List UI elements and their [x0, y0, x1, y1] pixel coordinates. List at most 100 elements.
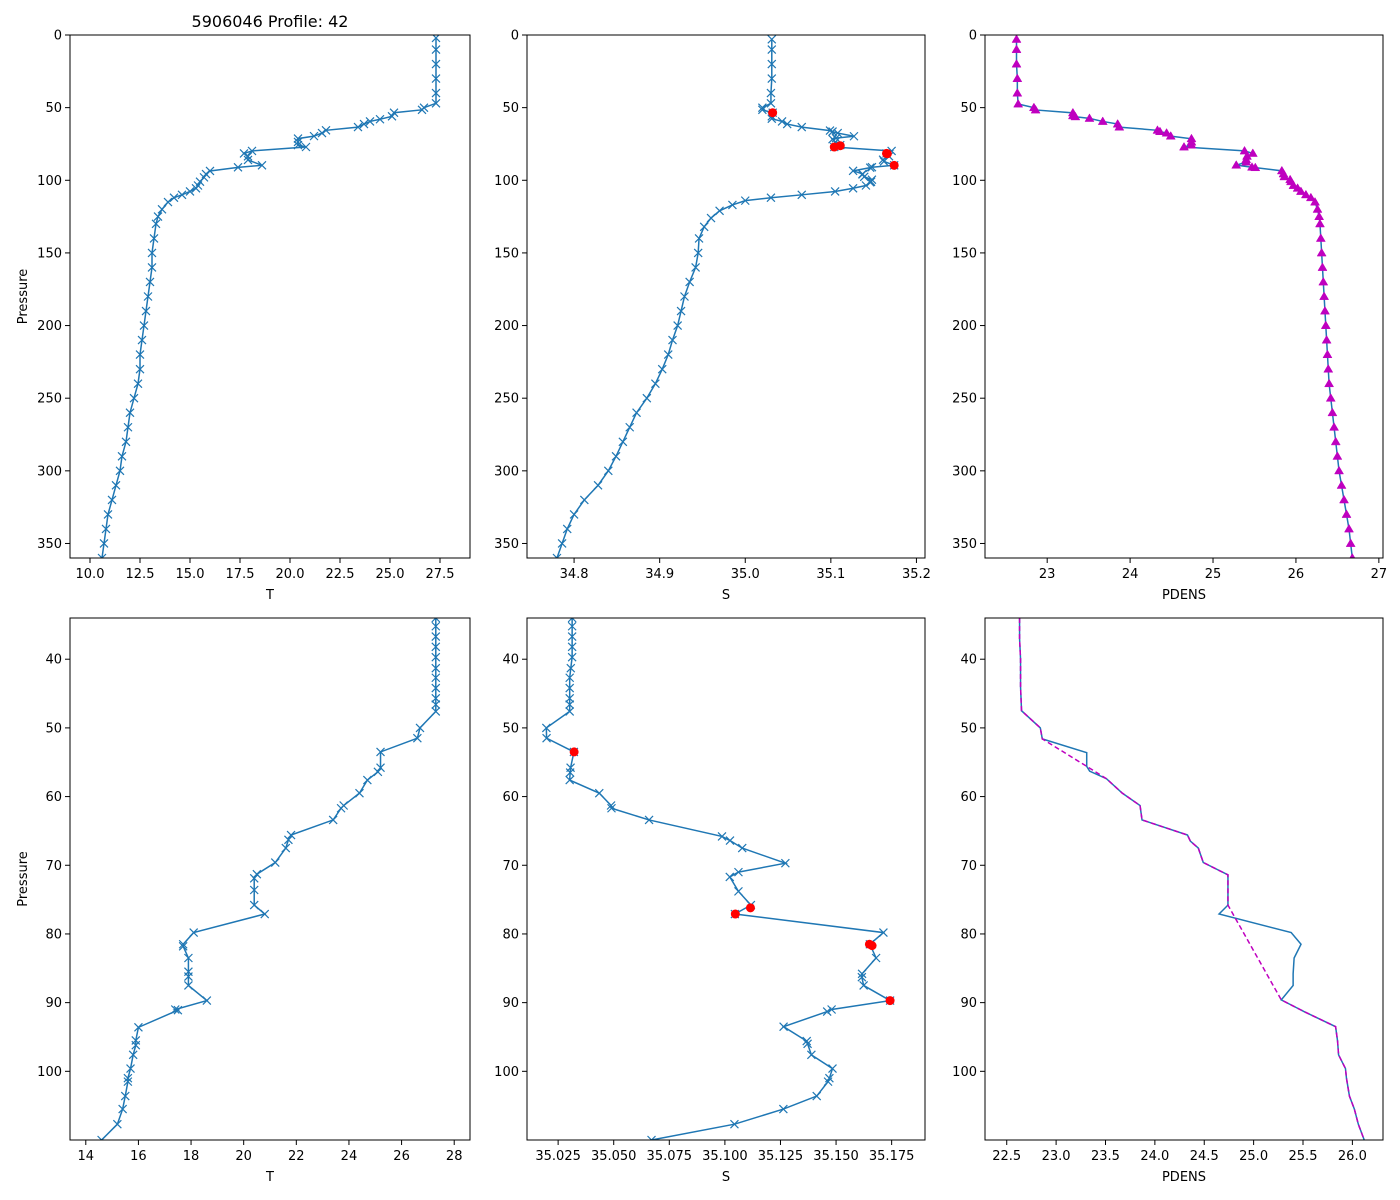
- y-tick-label: 150: [37, 246, 62, 261]
- data-point: [1012, 73, 1023, 82]
- data-point: [594, 788, 604, 798]
- data-point: [567, 618, 577, 623]
- data-point: [1295, 186, 1306, 195]
- data-point: [565, 706, 575, 716]
- data-point: [694, 233, 704, 243]
- data-point: [202, 996, 212, 1005]
- data-point: [1300, 189, 1311, 199]
- data-point: [668, 335, 677, 345]
- data-point: [185, 187, 195, 196]
- data-point: [293, 137, 303, 147]
- x-tick-label: 10.0: [76, 567, 105, 582]
- data-point: [1320, 306, 1330, 315]
- x-axis-label: T: [265, 1170, 274, 1185]
- y-tick-label: 350: [952, 537, 977, 552]
- data-point: [415, 723, 425, 733]
- data-point: [693, 248, 703, 258]
- x-tick-label: 16: [130, 1149, 147, 1164]
- data-point: [859, 981, 869, 990]
- data-point: [644, 815, 654, 825]
- x-tick-label: 35.075: [647, 1149, 693, 1164]
- data-point: [685, 277, 695, 287]
- panel-sal-full: 34.8 34.9 35.0 35.1 35.2 0 50 100 150 200 250 300 35…: [494, 29, 931, 604]
- data-point: [1250, 162, 1261, 172]
- y-axis-label: Pressure: [16, 269, 31, 325]
- y-tick-label: 80: [45, 927, 62, 942]
- data-point: [1327, 407, 1338, 417]
- data-point: [1312, 204, 1323, 213]
- data-point: [823, 1077, 833, 1087]
- data-point: [1318, 276, 1329, 286]
- y-tick-label: 60: [960, 790, 977, 805]
- y-tick-label: 300: [494, 464, 519, 479]
- y-tick-label: 70: [502, 859, 519, 874]
- data-point: [431, 700, 441, 709]
- data-point: [650, 379, 660, 389]
- data-point: [1011, 59, 1022, 68]
- y-axis-label: Pressure: [16, 851, 31, 907]
- data-point: [734, 867, 743, 877]
- data-point: [293, 140, 303, 150]
- flagged-point: [867, 941, 877, 951]
- axes-frame: [526, 617, 926, 1141]
- panel-sal-zoom: 35.025 35.050 35.075 35.100 35.125 35.150 35.1…: [494, 617, 926, 1185]
- data-point: [737, 843, 747, 853]
- data-point: [1186, 140, 1197, 149]
- data-point: [147, 248, 157, 258]
- data-point: [431, 45, 441, 54]
- data-point: [1344, 523, 1354, 533]
- data-point: [112, 1119, 122, 1129]
- y-tick-label: 40: [960, 653, 977, 668]
- data-point: [153, 212, 163, 222]
- data-point: [128, 1050, 138, 1060]
- data-point: [365, 117, 375, 126]
- data-point: [663, 350, 673, 360]
- series-line-pdens: [1018, 618, 1365, 1140]
- data-point: [857, 969, 867, 979]
- y-tick-label: 90: [960, 996, 977, 1011]
- data-point: [1334, 465, 1344, 475]
- data-point: [1345, 538, 1356, 547]
- data-point: [803, 1039, 813, 1049]
- data-point: [353, 122, 363, 132]
- data-point: [177, 190, 187, 200]
- plot-area: [1018, 618, 1365, 1140]
- x-tick-label: 18: [183, 1149, 200, 1164]
- data-point: [632, 408, 641, 418]
- data-point: [691, 263, 701, 272]
- y-tick-label: 150: [494, 246, 519, 261]
- y-tick-label: 60: [45, 790, 62, 805]
- data-point: [375, 114, 385, 124]
- y-tick-label: 40: [502, 653, 519, 668]
- data-point: [412, 733, 422, 743]
- data-point: [830, 187, 840, 196]
- y-tick-label: 100: [494, 1065, 519, 1080]
- data-point: [270, 858, 280, 867]
- data-point: [1325, 393, 1336, 402]
- data-point: [867, 162, 877, 172]
- data-point: [542, 733, 551, 743]
- data-point: [1247, 148, 1258, 157]
- data-point: [565, 700, 575, 709]
- x-tick-label: 23.0: [1042, 1149, 1071, 1164]
- data-point: [133, 379, 143, 389]
- panel-dens-full: 23 24 25 26 27 0 50 100 150 200 250 300 350 PDENS: [952, 29, 1387, 604]
- data-point: [734, 886, 743, 896]
- data-point: [1314, 211, 1325, 220]
- x-tick-label: 27: [1371, 567, 1388, 582]
- data-point: [806, 1050, 816, 1060]
- data-point: [359, 119, 369, 129]
- data-point: [143, 292, 153, 301]
- y-tick-label: 100: [494, 174, 519, 189]
- data-point: [1310, 197, 1320, 206]
- data-point: [757, 105, 767, 115]
- data-point: [593, 480, 603, 490]
- flagged-point: [730, 909, 740, 919]
- y-tick-label: 250: [952, 392, 977, 407]
- data-point: [183, 953, 193, 963]
- data-point: [541, 723, 551, 733]
- data-point: [680, 292, 689, 301]
- data-point: [286, 830, 296, 840]
- x-tick-label: 24.0: [1140, 1149, 1169, 1164]
- data-point: [766, 88, 776, 98]
